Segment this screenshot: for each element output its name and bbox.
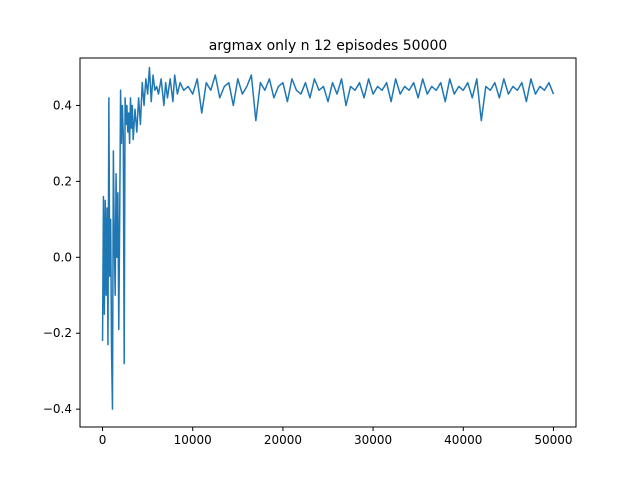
x-tick-label: 30000 bbox=[354, 433, 392, 447]
x-tick-label: 20000 bbox=[264, 433, 302, 447]
axes-frame bbox=[79, 57, 577, 428]
x-tick-label: 50000 bbox=[534, 433, 572, 447]
y-tick-label: −0.2 bbox=[43, 326, 72, 340]
chart-title: argmax only n 12 episodes 50000 bbox=[209, 38, 448, 54]
y-tick-label: 0.4 bbox=[53, 98, 72, 112]
y-tick-label: 0.0 bbox=[53, 250, 72, 264]
series-line-0 bbox=[101, 66, 555, 410]
x-tick-label: 40000 bbox=[444, 433, 482, 447]
x-tick-label: 0 bbox=[99, 433, 107, 447]
y-tick-label: −0.4 bbox=[43, 402, 72, 416]
y-tick-label: 0.2 bbox=[53, 174, 72, 188]
axes: 0 10000 20000 30000 40000 50000 −0.4 −0.2 0.0 0.2… bbox=[43, 57, 577, 447]
plot-area bbox=[101, 66, 555, 410]
x-tick-label: 10000 bbox=[174, 433, 212, 447]
